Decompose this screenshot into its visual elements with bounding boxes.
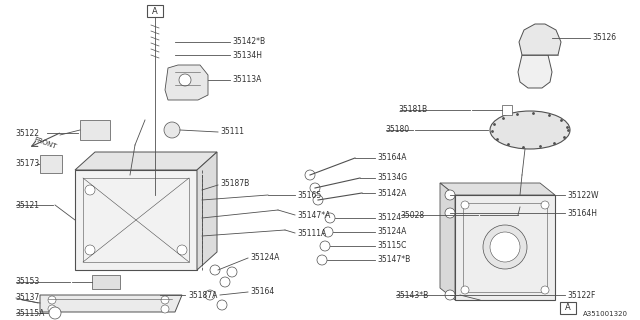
Polygon shape <box>519 24 561 55</box>
Text: A: A <box>565 303 571 313</box>
Text: 35113A: 35113A <box>232 76 261 84</box>
Text: 35187B: 35187B <box>220 179 249 188</box>
Circle shape <box>49 307 61 319</box>
Text: 35153: 35153 <box>15 277 39 286</box>
Circle shape <box>305 170 315 180</box>
Text: 35180: 35180 <box>385 125 409 134</box>
Text: 35122F: 35122F <box>567 291 595 300</box>
Circle shape <box>205 290 215 300</box>
Bar <box>502 105 512 115</box>
Polygon shape <box>440 183 555 195</box>
Circle shape <box>313 195 323 205</box>
Polygon shape <box>40 295 182 312</box>
Circle shape <box>513 193 527 207</box>
Polygon shape <box>440 183 455 300</box>
Circle shape <box>220 277 230 287</box>
Text: FRONT: FRONT <box>33 136 57 150</box>
Text: 35134H: 35134H <box>232 51 262 60</box>
Text: 35134G: 35134G <box>377 173 407 182</box>
Text: 35164: 35164 <box>250 287 275 297</box>
Circle shape <box>323 227 333 237</box>
Text: 35121: 35121 <box>15 201 39 210</box>
Circle shape <box>161 296 169 304</box>
Text: 35028: 35028 <box>400 211 424 220</box>
Bar <box>560 302 576 314</box>
Text: 35143*B: 35143*B <box>395 291 428 300</box>
Text: 35126: 35126 <box>592 34 616 43</box>
Circle shape <box>490 232 520 262</box>
Text: 35137: 35137 <box>15 293 39 302</box>
Text: 35122: 35122 <box>15 129 39 138</box>
Text: 35122W: 35122W <box>567 190 598 199</box>
Polygon shape <box>165 65 208 100</box>
Circle shape <box>325 213 335 223</box>
Ellipse shape <box>490 111 570 149</box>
Circle shape <box>461 286 469 294</box>
Bar <box>40 155 62 173</box>
Circle shape <box>217 300 227 310</box>
Text: 35124A: 35124A <box>377 228 406 236</box>
Bar <box>80 120 110 140</box>
Text: 35111A: 35111A <box>297 228 326 237</box>
Circle shape <box>320 241 330 251</box>
Circle shape <box>85 185 95 195</box>
Circle shape <box>445 190 455 200</box>
Polygon shape <box>518 55 552 88</box>
Circle shape <box>161 305 169 313</box>
Circle shape <box>483 225 527 269</box>
Bar <box>83 178 189 262</box>
Text: 35165: 35165 <box>297 190 321 199</box>
Text: 35181B: 35181B <box>398 106 427 115</box>
Circle shape <box>85 245 95 255</box>
Text: 35147*B: 35147*B <box>377 255 410 265</box>
Text: 35115A: 35115A <box>15 308 44 317</box>
Circle shape <box>541 201 549 209</box>
Text: 35111: 35111 <box>220 127 244 137</box>
Text: 35164H: 35164H <box>567 209 597 218</box>
Circle shape <box>164 122 180 138</box>
Circle shape <box>541 286 549 294</box>
Text: A351001320: A351001320 <box>583 311 628 317</box>
Bar <box>75 170 197 270</box>
Circle shape <box>310 183 320 193</box>
Text: 35187A: 35187A <box>188 291 218 300</box>
Circle shape <box>48 305 56 313</box>
Circle shape <box>227 267 237 277</box>
Text: 35173: 35173 <box>15 159 39 169</box>
Circle shape <box>210 265 220 275</box>
Circle shape <box>461 201 469 209</box>
Polygon shape <box>197 152 217 270</box>
Bar <box>455 195 555 300</box>
Text: 35147*A: 35147*A <box>297 211 330 220</box>
Text: 35115C: 35115C <box>377 242 406 251</box>
Circle shape <box>445 208 455 218</box>
Text: 35164A: 35164A <box>377 154 406 163</box>
Bar <box>463 203 547 292</box>
Text: 35142A: 35142A <box>377 188 406 197</box>
Circle shape <box>179 74 191 86</box>
Circle shape <box>48 296 56 304</box>
Text: 35142*B: 35142*B <box>232 37 265 46</box>
Polygon shape <box>75 152 217 170</box>
Bar <box>147 5 163 17</box>
Bar <box>92 275 120 289</box>
Text: 35124A: 35124A <box>250 253 280 262</box>
Text: A: A <box>152 6 158 15</box>
Circle shape <box>317 255 327 265</box>
Circle shape <box>177 245 187 255</box>
Circle shape <box>445 290 455 300</box>
Text: 35124: 35124 <box>377 213 401 222</box>
